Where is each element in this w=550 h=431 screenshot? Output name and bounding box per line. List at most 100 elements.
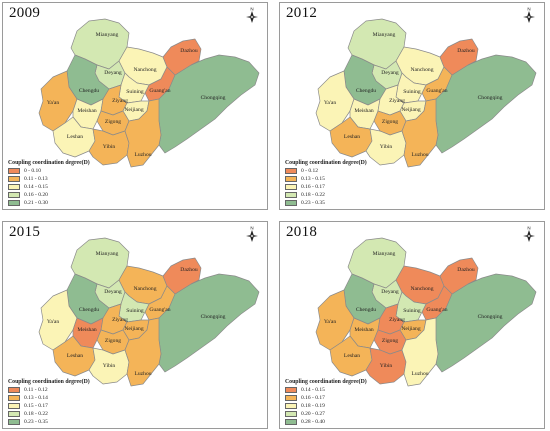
legend-title: Coupling coordination degree(D) (8, 160, 90, 166)
city-label-suining: Suining (126, 89, 144, 95)
city-label-yibin: Yibin (103, 363, 116, 369)
legend-item: 0.11 - 0.13 (8, 175, 90, 183)
legend-swatch (8, 403, 20, 409)
city-label-dazhou: Dazhou (180, 48, 198, 54)
legend-title: Coupling coordination degree(D) (285, 160, 367, 166)
north-arrow-icon: N (241, 6, 263, 28)
region-meishan (72, 317, 104, 349)
city-label-zigong: Zigong (382, 119, 398, 125)
legend-label: 0.16 - 0.17 (301, 395, 325, 401)
legend-label: 0.14 - 0.15 (24, 184, 48, 190)
region-luzhou (124, 317, 162, 387)
legend-label: 0 - 0.12 (301, 168, 318, 174)
city-label-guangan: Guang'an (149, 88, 170, 94)
choropleth-map: Mianyang Deyang Chengdu Nanchong Dazhou Guang… (38, 18, 260, 168)
city-label-dazhou: Dazhou (457, 48, 475, 54)
choropleth-map: Mianyang Deyang Chengdu Nanchong Dazhou Guang… (315, 18, 537, 168)
city-label-yibin: Yibin (103, 144, 116, 150)
city-label-guangan: Guang'an (149, 307, 170, 313)
city-label-yaan: Ya'an (324, 319, 336, 325)
city-label-neijiang: Neijiang (124, 107, 143, 113)
legend-item: 0.14 - 0.15 (8, 183, 90, 191)
legend-swatch (8, 168, 20, 174)
legend-swatch (285, 168, 297, 174)
region-yaan (38, 289, 78, 351)
city-label-chengdu: Chengdu (79, 88, 99, 94)
legend-item: 0.13 - 0.14 (8, 394, 90, 402)
city-label-yaan: Ya'an (47, 100, 59, 106)
city-label-zigong: Zigong (105, 119, 121, 125)
city-label-luzhou: Luzhou (411, 371, 428, 377)
legend-item: 0.11 - 0.12 (8, 386, 90, 394)
region-guangan (144, 66, 176, 102)
city-label-guangan: Guang'an (426, 307, 447, 313)
panel-year-label: 2015 (9, 224, 41, 240)
legend-label: 0.13 - 0.14 (24, 395, 48, 401)
legend-swatch (285, 192, 297, 198)
choropleth-map: Mianyang Deyang Chengdu Nanchong Dazhou Guang… (38, 237, 260, 387)
legend-item: 0.23 - 0.35 (8, 418, 90, 426)
legend-item: 0.13 - 0.15 (285, 175, 367, 183)
map-legend: Coupling coordination degree(D) 0.14 - 0… (285, 379, 367, 426)
legend-label: 0.16 - 0.17 (301, 184, 325, 190)
city-label-deyang: Deyang (381, 289, 399, 295)
legend-label: 0.28 - 0.40 (301, 419, 325, 425)
city-label-meishan: Meishan (354, 327, 373, 333)
legend-label: 0.18 - 0.22 (301, 192, 325, 198)
legend-label: 0.14 - 0.15 (301, 387, 325, 393)
city-label-ziyang: Ziyang (389, 317, 405, 323)
legend-swatch (285, 403, 297, 409)
legend-swatch (8, 192, 20, 198)
city-label-neijiang: Neijiang (401, 326, 420, 332)
city-label-nanchong: Nanchong (134, 286, 157, 292)
city-label-deyang: Deyang (104, 289, 122, 295)
legend-swatch (285, 387, 297, 393)
city-label-leshan: Leshan (67, 353, 83, 359)
city-label-ziyang: Ziyang (389, 98, 405, 104)
legend-item: 0.16 - 0.17 (285, 183, 367, 191)
legend-item: 0.23 - 0.35 (285, 199, 367, 207)
map-panel-2012: Mianyang Deyang Chengdu Nanchong Dazhou Guang… (279, 2, 545, 210)
legend-swatch (285, 419, 297, 425)
legend-swatch (8, 387, 20, 393)
map-legend: Coupling coordination degree(D) 0.11 - 0… (8, 379, 90, 426)
region-yaan (315, 70, 355, 132)
region-guangan (421, 66, 453, 102)
city-label-mianyang: Mianyang (96, 32, 119, 38)
region-yibin (88, 347, 130, 385)
legend-classes: 0 - 0.10 0.11 - 0.13 0.14 - 0.15 0.16 - 0.2… (8, 167, 90, 207)
region-luzhou (401, 98, 439, 168)
city-label-meishan: Meishan (77, 327, 96, 333)
city-label-meishan: Meishan (354, 108, 373, 114)
city-label-meishan: Meishan (77, 108, 96, 114)
city-label-luzhou: Luzhou (134, 371, 151, 377)
city-label-guangan: Guang'an (426, 88, 447, 94)
legend-swatch (8, 411, 20, 417)
city-label-mianyang: Mianyang (96, 251, 119, 257)
region-meishan (349, 98, 381, 130)
legend-item: 0.18 - 0.19 (285, 402, 367, 410)
legend-item: 0 - 0.10 (8, 167, 90, 175)
legend-label: 0 - 0.10 (24, 168, 41, 174)
map-panel-2009: Mianyang Deyang Chengdu Nanchong Dazhou Guang… (2, 2, 268, 210)
city-label-chengdu: Chengdu (356, 88, 376, 94)
region-luzhou (124, 98, 162, 168)
city-label-suining: Suining (403, 89, 421, 95)
legend-classes: 0 - 0.12 0.13 - 0.15 0.16 - 0.17 0.18 - 0.2… (285, 167, 367, 207)
legend-swatch (8, 184, 20, 190)
legend-item: 0.21 - 0.30 (8, 199, 90, 207)
city-label-chengdu: Chengdu (356, 307, 376, 313)
legend-classes: 0.11 - 0.12 0.13 - 0.14 0.15 - 0.17 0.18 - … (8, 386, 90, 426)
city-label-ziyang: Ziyang (112, 98, 128, 104)
city-label-zigong: Zigong (105, 338, 121, 344)
svg-text:N: N (250, 225, 253, 230)
legend-item: 0.20 - 0.27 (285, 410, 367, 418)
legend-swatch (8, 419, 20, 425)
north-arrow-icon: N (241, 225, 263, 247)
legend-title: Coupling coordination degree(D) (285, 379, 367, 385)
region-yaan (38, 70, 78, 132)
city-label-suining: Suining (403, 308, 421, 314)
city-label-dazhou: Dazhou (180, 267, 198, 273)
map-panel-2015: Mianyang Deyang Chengdu Nanchong Dazhou Guang… (2, 221, 268, 429)
choropleth-map: Mianyang Deyang Chengdu Nanchong Dazhou Guang… (315, 237, 537, 387)
